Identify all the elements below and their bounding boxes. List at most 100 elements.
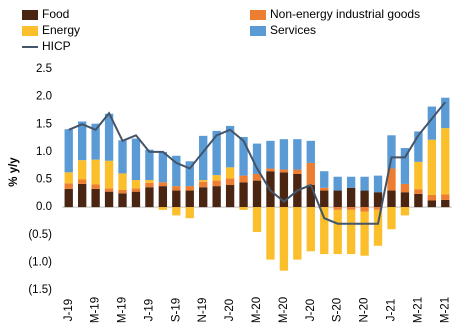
bar-segment bbox=[185, 161, 194, 187]
bar-segment bbox=[131, 180, 141, 189]
bar-segment bbox=[360, 207, 369, 212]
bar-segment bbox=[293, 169, 302, 174]
bar-segment bbox=[212, 180, 221, 187]
bar-segment bbox=[78, 160, 87, 180]
bar-segment bbox=[91, 159, 100, 185]
x-tick-label: M-20 bbox=[278, 297, 290, 323]
y-tick-label: 0.5 bbox=[36, 174, 52, 186]
legend-swatch bbox=[250, 10, 266, 20]
bar-segment bbox=[212, 130, 221, 176]
bar-segment bbox=[279, 207, 289, 271]
bar-segment bbox=[172, 155, 181, 187]
bar-segment bbox=[346, 209, 356, 255]
legend-label: Food bbox=[42, 7, 69, 21]
bar-segment bbox=[104, 160, 114, 189]
bar-segment bbox=[333, 176, 342, 191]
y-tick-label: 0.0 bbox=[36, 201, 52, 213]
bar-segment bbox=[333, 207, 342, 210]
bar-segment bbox=[225, 167, 235, 179]
legend-swatch bbox=[22, 10, 38, 20]
x-tick-label: N-20 bbox=[359, 298, 371, 323]
legend-label: Services bbox=[270, 23, 316, 37]
bar-segment bbox=[239, 175, 248, 183]
legend-label: Non-energy industrial goods bbox=[270, 7, 420, 21]
bar-segment bbox=[64, 129, 73, 173]
bar-segment bbox=[158, 151, 168, 183]
bar-segment bbox=[185, 190, 194, 208]
bar-segment bbox=[346, 187, 356, 208]
bar-segment bbox=[360, 190, 369, 208]
bar-segment bbox=[104, 113, 114, 161]
bar-segment bbox=[373, 207, 383, 210]
y-tick-label: (0.5) bbox=[28, 229, 52, 241]
bar-segment bbox=[346, 207, 356, 210]
y-tick-label: 2.0 bbox=[36, 91, 52, 103]
bar-segment bbox=[104, 191, 114, 208]
y-tick-label: (1.5) bbox=[28, 284, 52, 296]
bar-segment bbox=[118, 140, 127, 174]
bar-segment bbox=[279, 169, 289, 173]
bar-segment bbox=[441, 194, 450, 200]
x-tick-label: M-20 bbox=[251, 297, 263, 323]
x-tick-label: J-21 bbox=[386, 299, 398, 321]
x-tick-label: J-20 bbox=[224, 299, 236, 321]
bar-segment bbox=[400, 192, 410, 208]
bar-segment bbox=[212, 175, 221, 181]
line bbox=[68, 101, 447, 225]
legend-swatch bbox=[22, 26, 38, 36]
bar-segment bbox=[78, 179, 87, 184]
bar-segment bbox=[145, 182, 154, 188]
bar-segment bbox=[172, 207, 181, 216]
bar-segment bbox=[333, 209, 342, 255]
bar-segment bbox=[346, 176, 356, 188]
y-axis-label: % y/y bbox=[8, 157, 20, 187]
bar-segment bbox=[199, 181, 208, 188]
bar-segment bbox=[266, 140, 275, 169]
bar-segment bbox=[441, 199, 450, 208]
bar-segment bbox=[373, 192, 383, 208]
bar-segment bbox=[172, 190, 181, 208]
bar-segment bbox=[239, 136, 248, 176]
bar-segment bbox=[158, 182, 168, 187]
bar-segment bbox=[118, 193, 127, 208]
bar-segment bbox=[91, 184, 100, 189]
bar-segment bbox=[225, 185, 235, 208]
bar-segment bbox=[400, 183, 410, 193]
bar-segment bbox=[131, 138, 141, 181]
x-tick-label: M-21 bbox=[439, 297, 451, 323]
bar-segment bbox=[414, 131, 423, 162]
bar-segment bbox=[427, 200, 436, 208]
bar-segment bbox=[145, 187, 154, 208]
bar-segment bbox=[306, 185, 315, 208]
bar-segment bbox=[360, 211, 369, 256]
bar-segment bbox=[158, 186, 168, 208]
bar-segment bbox=[306, 140, 315, 163]
x-tick-label: M-19 bbox=[90, 297, 102, 323]
bar-segment bbox=[185, 186, 194, 191]
x-tick-label: M-19 bbox=[117, 297, 129, 323]
bar-segment bbox=[104, 188, 114, 192]
bar-segment bbox=[199, 135, 208, 181]
bar-segment bbox=[131, 188, 141, 192]
bar-segment bbox=[239, 182, 248, 208]
bar-segment bbox=[387, 207, 396, 230]
bar-segment bbox=[320, 207, 329, 255]
bar-segment bbox=[427, 139, 436, 195]
bar-segment bbox=[64, 183, 73, 189]
bar-segment bbox=[293, 207, 302, 260]
x-tick-label: J-19 bbox=[63, 299, 75, 321]
bar-segment bbox=[199, 180, 208, 182]
y-tick-label: (1.0) bbox=[28, 256, 52, 268]
bar-segment bbox=[185, 207, 194, 219]
x-tick-label: J-20 bbox=[305, 299, 317, 321]
legend-label: Energy bbox=[42, 23, 80, 37]
bar-segment bbox=[252, 173, 262, 181]
bar-segment bbox=[400, 148, 410, 184]
bar-segment bbox=[131, 191, 141, 208]
bar-segment bbox=[145, 180, 154, 183]
bar-segment bbox=[306, 162, 315, 186]
bar-segment bbox=[333, 190, 342, 208]
bar-segment bbox=[225, 178, 235, 186]
bar-segment bbox=[64, 172, 73, 184]
